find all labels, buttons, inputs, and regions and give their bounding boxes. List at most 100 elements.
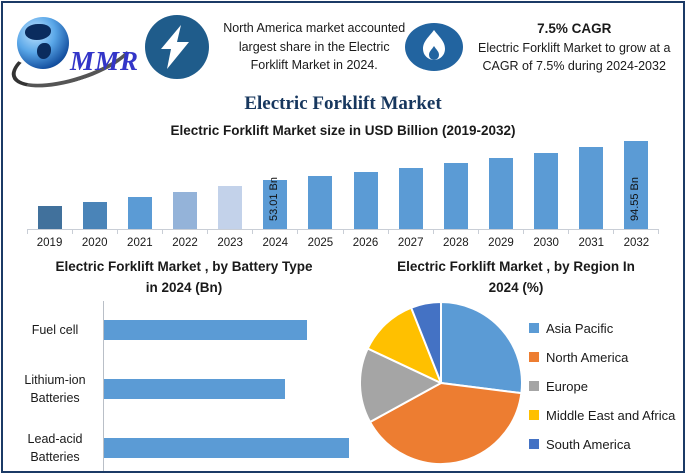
pie-legend: Asia Pacific North America Europe Middle Ea… [529,321,675,452]
battery-chart-title-line1: Electric Forklift Market , by Battery Ty… [55,259,313,274]
bar-2028 [433,140,478,229]
cagr-text: Electric Forklift Market to grow at a CA… [477,41,671,74]
battery-bar [104,320,307,341]
year-label-2022: 2022 [172,237,198,249]
bottom-section: Electric Forklift Market , by Battery Ty… [3,257,683,471]
battery-bar-cell [103,300,357,360]
pie-slice-south-america [410,300,442,384]
flame-icon [405,23,464,71]
battery-row: Lithium-ion Batteries [11,359,357,419]
axis-tick [344,230,389,234]
bar-2026 [343,140,388,229]
battery-bar-cell [103,359,357,419]
axis-tick [253,230,299,234]
legend-swatch [529,410,539,421]
battery-bar [104,438,350,459]
bar-rect-2023 [218,186,243,229]
bar-2022 [162,140,207,229]
lightning-bolt-glyph [161,25,189,69]
axis-tick [389,230,434,234]
pie-chart-title-line1: Electric Forklift Market , by Region In [397,259,635,274]
bar-value-label-2024: 53.01 Bn [268,176,281,221]
bar-2029 [478,140,523,229]
year-label-2030: 2030 [533,237,559,249]
year-label-2019: 2019 [36,237,63,249]
legend-swatch [529,381,539,392]
bar-2019 [27,140,72,229]
bar-2030 [524,140,569,229]
bar-rect-2022 [172,192,197,229]
bar-rect-2021 [127,197,152,229]
axis-tick [614,230,660,234]
pie-plot [359,300,523,465]
bar-rect-2032 [624,141,649,229]
bar-rect-2027 [398,168,423,229]
legend-label: South America [546,436,631,452]
bar-chart-axis [27,229,660,234]
pie-slice-north-america [369,381,523,465]
year-label-2023: 2023 [217,237,243,249]
battery-bar-cell [103,418,357,471]
pie-chart-title-line2: 2024 (%) [488,279,544,295]
axis-tick [434,230,479,234]
bar-rect-2024 [263,180,288,229]
bar-rect-2031 [579,147,604,229]
legend-item-south-america: South America [529,437,675,452]
legend-item-middle-east-and-africa: Middle East and Africa [529,408,675,423]
year-label-2032: 2032 [623,237,650,249]
pie-chart-title: Electric Forklift Market , by Region In … [357,257,675,299]
bar-rect-2029 [488,158,513,229]
battery-bar [104,379,286,400]
legend-label: Europe [546,378,588,394]
bar-rect-2030 [534,153,559,229]
legend-swatch [529,439,539,450]
flame-glyph [423,30,446,60]
mmr-logo: MMR [4,11,144,100]
cagr-title: 7.5% CAGR [537,20,612,36]
battery-row: Lead-acid Batteries [11,418,357,471]
axis-tick [569,230,615,234]
bar-2021 [117,140,162,229]
axis-tick [163,230,209,234]
lightning-icon [145,15,209,79]
header: MMR North America market accounted large… [3,3,683,100]
bar-2020 [72,140,117,229]
legend-swatch [529,352,539,363]
axis-tick [479,230,524,234]
bar-rect-2026 [353,172,378,229]
battery-chart-title: Electric Forklift Market , by Battery Ty… [11,257,357,299]
globe-icon [17,17,69,69]
bar-2023 [208,140,253,229]
bar-rect-2019 [37,206,62,229]
pie-slice-europe [359,347,442,423]
header-cagr-block: 7.5% CAGR Electric Forklift Market to gr… [475,19,673,76]
year-label-2020: 2020 [81,237,108,249]
market-size-bar-chart: Electric Forklift Market size in USD Bil… [3,123,683,249]
year-label-2024: 2024 [262,237,289,249]
battery-type-chart: Electric Forklift Market , by Battery Ty… [11,257,357,471]
year-label-2031: 2031 [578,237,605,249]
axis-tick [524,230,569,234]
logo-text: MMR [69,46,139,76]
legend-item-north-america: North America [529,350,675,365]
bar-2031 [569,140,614,229]
battery-label: Fuel cell [31,323,79,338]
axis-tick [27,230,74,234]
battery-chart-plot: Fuel cell Lithium-ion Batteries Lead-acid … [11,300,357,471]
header-highlight-text: North America market accounted largest s… [223,20,406,73]
pie-row: Asia Pacific North America Europe Middle Ea… [357,299,675,467]
bar-rect-2020 [82,202,107,229]
year-label-2026: 2026 [352,237,379,249]
pie-slice-middle-east-and-africa [366,306,442,384]
bar-value-label-2032: 94.55 Bn [629,176,642,221]
battery-row: Fuel cell [11,300,357,360]
legend-swatch [529,323,539,334]
bar-2024: 53.01 Bn [253,140,298,229]
bar-2032: 94.55 Bn [614,140,659,229]
battery-label: Lithium-ion Batteries [24,373,86,406]
pie-slice-asia-pacific [440,300,523,394]
year-label-2028: 2028 [443,237,469,249]
legend-item-asia-pacific: Asia Pacific [529,321,675,336]
axis-tick [118,230,164,234]
